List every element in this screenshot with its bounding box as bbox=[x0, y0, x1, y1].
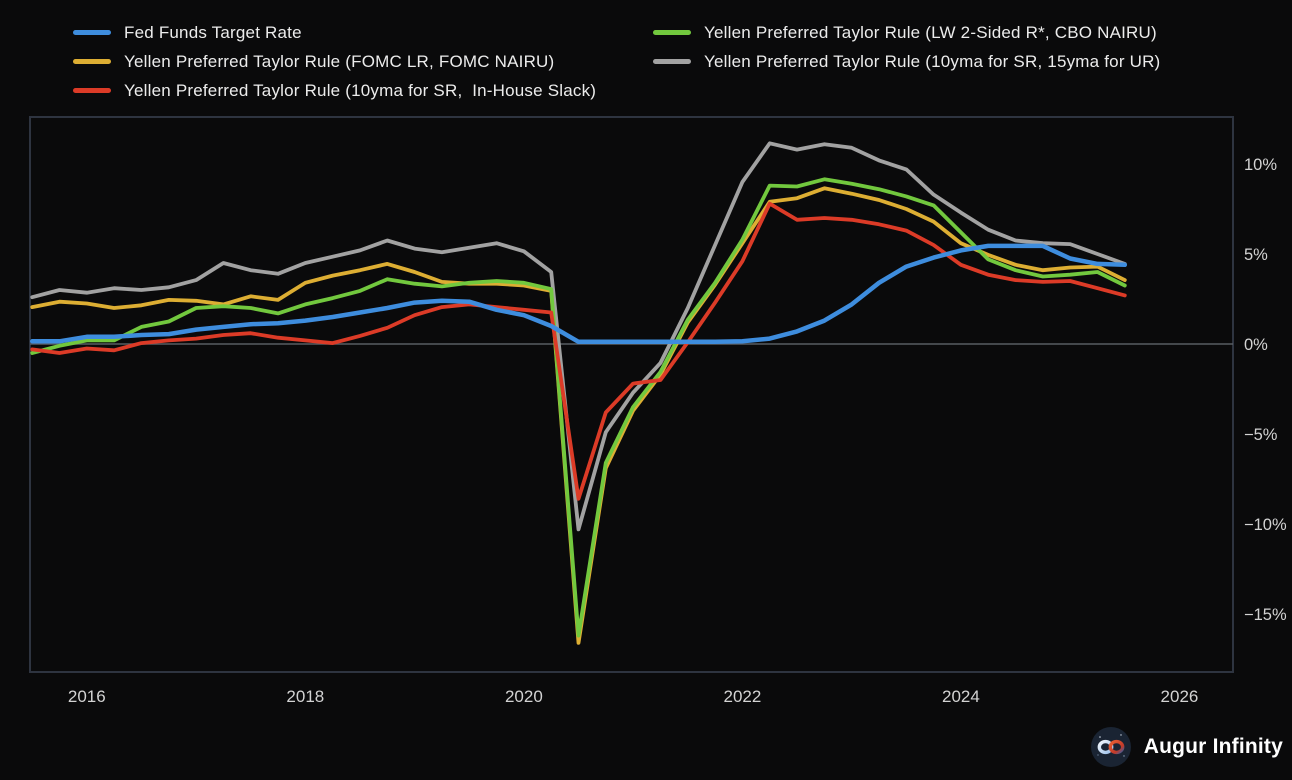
series-line-2 bbox=[30, 201, 1127, 501]
legend-item-cbo-nairu[interactable]: Yellen Preferred Taylor Rule (LW 2-Sided… bbox=[653, 23, 1283, 43]
legend-label-15yma-ur: Yellen Preferred Taylor Rule (10yma for … bbox=[704, 51, 1161, 71]
series-line-1 bbox=[30, 186, 1127, 645]
x-tick-label: 2026 bbox=[1161, 687, 1199, 706]
legend-marker-in-house-slack-icon bbox=[73, 88, 111, 93]
y-tick-label: 0% bbox=[1244, 336, 1268, 354]
legend-item-in-house-slack[interactable]: Yellen Preferred Taylor Rule (10yma for … bbox=[73, 81, 653, 101]
infinity-logo-icon bbox=[1090, 727, 1131, 767]
x-tick-label: 2024 bbox=[942, 687, 980, 706]
legend-marker-fed-funds-icon bbox=[73, 30, 111, 35]
legend-item-15yma-ur[interactable]: Yellen Preferred Taylor Rule (10yma for … bbox=[653, 52, 1283, 72]
legend-label-fomc-nairu: Yellen Preferred Taylor Rule (FOMC LR, F… bbox=[124, 51, 555, 71]
legend-marker-15yma-ur-icon bbox=[653, 59, 691, 64]
chart-legend: Fed Funds Target Rate Yellen Preferred T… bbox=[73, 18, 1283, 105]
plot-border bbox=[29, 116, 1234, 673]
legend-marker-cbo-nairu-icon bbox=[653, 30, 691, 35]
legend-label-in-house-slack: Yellen Preferred Taylor Rule (10yma for … bbox=[124, 80, 597, 100]
legend-label-cbo-nairu: Yellen Preferred Taylor Rule (LW 2-Sided… bbox=[704, 22, 1157, 42]
legend-marker-fomc-nairu-icon bbox=[73, 59, 111, 64]
y-tick-label: 10% bbox=[1244, 156, 1277, 174]
series-line-0 bbox=[29, 243, 1128, 345]
series-line-4 bbox=[30, 141, 1127, 532]
brand-name: Augur Infinity bbox=[1143, 735, 1283, 758]
y-tick-label: −15% bbox=[1244, 606, 1287, 624]
legend-item-fed-funds[interactable]: Fed Funds Target Rate bbox=[73, 23, 653, 43]
legend-label-fed-funds: Fed Funds Target Rate bbox=[124, 22, 302, 42]
y-tick-label: −10% bbox=[1244, 516, 1287, 534]
x-tick-label: 2022 bbox=[723, 687, 761, 706]
x-tick-label: 2016 bbox=[68, 687, 106, 706]
brand-logo[interactable]: Augur Infinity bbox=[1090, 727, 1283, 767]
series-line-3 bbox=[30, 177, 1127, 638]
y-tick-label: −5% bbox=[1244, 426, 1278, 444]
x-tick-label: 2020 bbox=[505, 687, 543, 706]
x-tick-label: 2018 bbox=[286, 687, 324, 706]
y-tick-label: 5% bbox=[1244, 246, 1268, 264]
legend-item-fomc-nairu[interactable]: Yellen Preferred Taylor Rule (FOMC LR, F… bbox=[73, 52, 653, 72]
